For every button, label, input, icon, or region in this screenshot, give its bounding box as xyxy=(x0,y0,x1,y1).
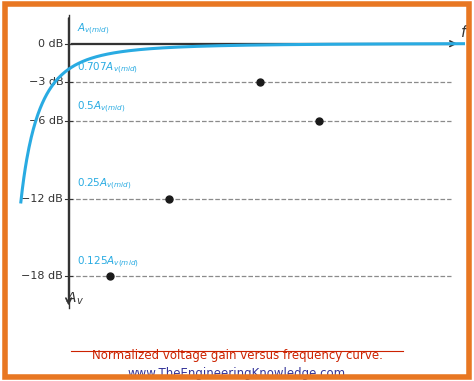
Text: −18 dB: −18 dB xyxy=(21,271,63,281)
Text: $A_v$: $A_v$ xyxy=(66,291,84,307)
Text: $0.25A_{v(mid)}$: $0.25A_{v(mid)}$ xyxy=(77,177,131,192)
Text: −6 dB: −6 dB xyxy=(28,116,63,126)
Text: $A_{v(mid)}$: $A_{v(mid)}$ xyxy=(77,21,109,37)
Text: www.TheEngineeringKnowledge.com: www.TheEngineeringKnowledge.com xyxy=(128,367,346,379)
Text: −12 dB: −12 dB xyxy=(21,194,63,203)
Text: $0.125A_{v(mid)}$: $0.125A_{v(mid)}$ xyxy=(77,254,139,270)
Text: $0.707A_{v(mid)}$: $0.707A_{v(mid)}$ xyxy=(77,61,138,76)
Text: $0.5A_{v(mid)}$: $0.5A_{v(mid)}$ xyxy=(77,99,126,115)
Text: $f$: $f$ xyxy=(460,24,469,40)
Text: 0 dB: 0 dB xyxy=(38,39,63,49)
Text: −3 dB: −3 dB xyxy=(28,77,63,87)
Text: Normalized voltage gain versus frequency curve.: Normalized voltage gain versus frequency… xyxy=(91,349,383,362)
